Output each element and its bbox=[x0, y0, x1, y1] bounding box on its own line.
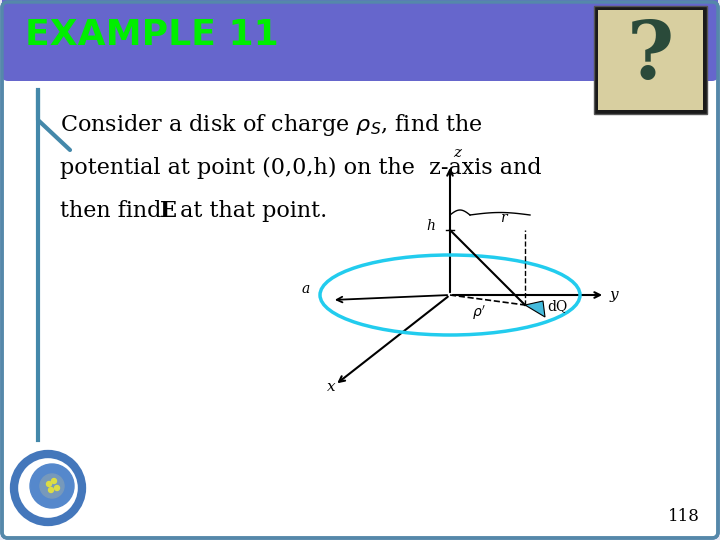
Text: at that point.: at that point. bbox=[173, 200, 328, 222]
Circle shape bbox=[55, 485, 60, 490]
Circle shape bbox=[47, 482, 52, 487]
Text: r: r bbox=[500, 211, 507, 225]
Text: then find: then find bbox=[60, 200, 168, 222]
Text: z: z bbox=[453, 146, 461, 160]
Bar bbox=[594, 6, 707, 114]
Text: EXAMPLE 11: EXAMPLE 11 bbox=[25, 18, 279, 52]
Text: y: y bbox=[610, 288, 618, 302]
Circle shape bbox=[40, 474, 64, 498]
FancyBboxPatch shape bbox=[2, 0, 718, 81]
Text: x: x bbox=[327, 380, 336, 394]
Text: h: h bbox=[426, 219, 435, 233]
Polygon shape bbox=[525, 301, 545, 317]
Bar bbox=[598, 10, 703, 110]
Text: 118: 118 bbox=[668, 508, 700, 525]
Text: ?: ? bbox=[627, 18, 674, 96]
Text: Consider a disk of charge $\rho_S$, find the: Consider a disk of charge $\rho_S$, find… bbox=[60, 112, 483, 138]
Text: dQ: dQ bbox=[547, 299, 567, 313]
Text: a: a bbox=[302, 282, 310, 296]
Circle shape bbox=[48, 488, 53, 492]
Text: E: E bbox=[160, 200, 177, 222]
Circle shape bbox=[30, 464, 74, 508]
Text: potential at point (0,0,h) on the  z-axis and: potential at point (0,0,h) on the z-axis… bbox=[60, 157, 541, 179]
Circle shape bbox=[52, 478, 56, 483]
Bar bbox=[8, 0, 712, 75]
Text: $\rho'$: $\rho'$ bbox=[472, 304, 486, 322]
